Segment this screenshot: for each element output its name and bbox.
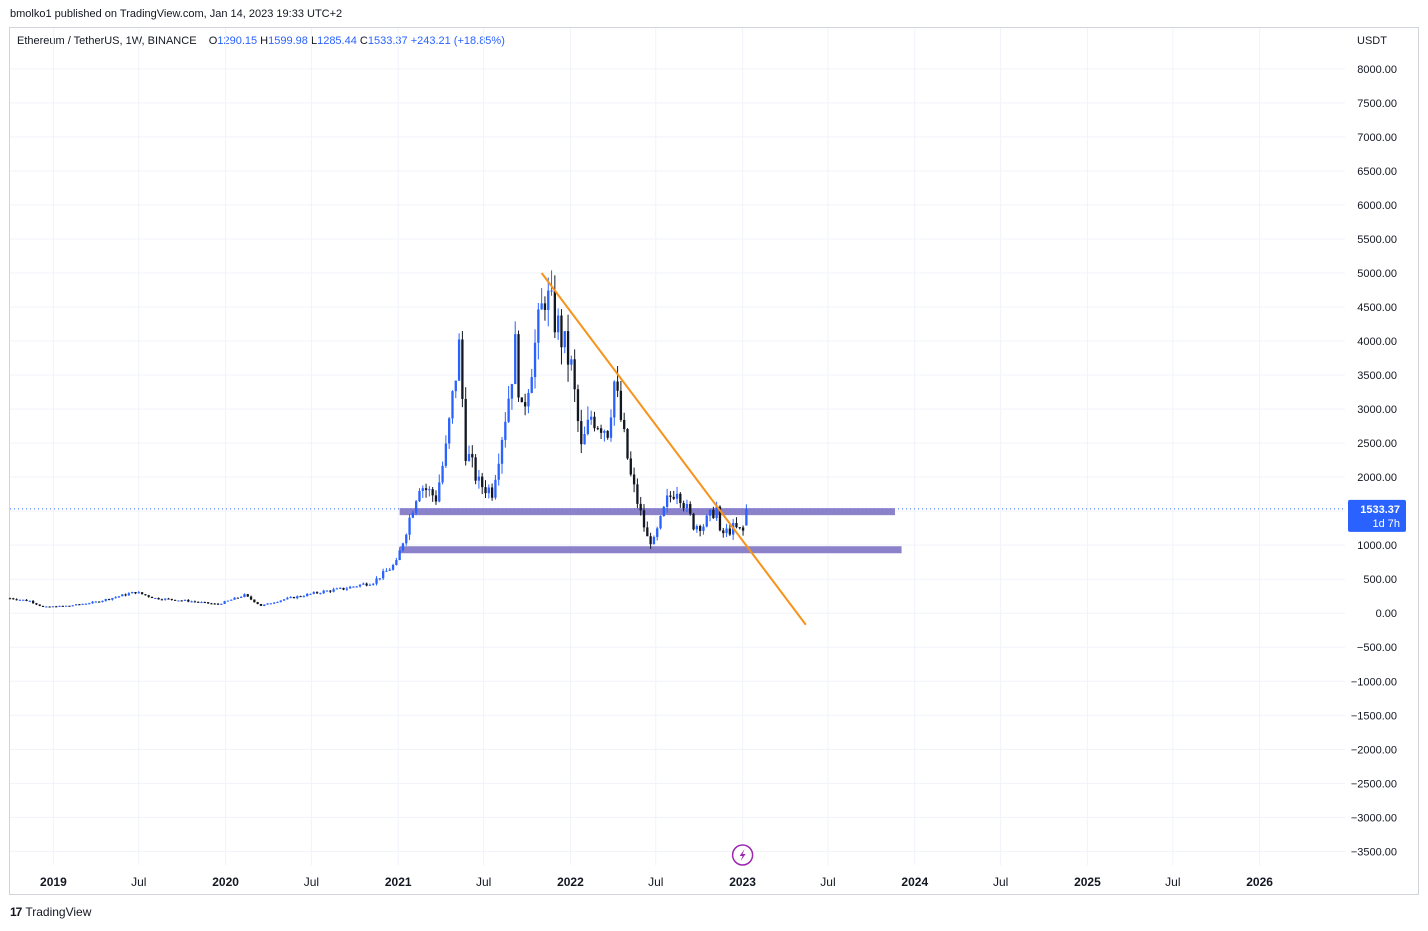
- symbol-legend: Ethereum / TetherUS, 1W, BINANCE O1290.1…: [17, 35, 505, 47]
- low-value: 1285.44: [317, 35, 357, 47]
- close-label: C: [359, 35, 368, 47]
- open-label: O: [208, 35, 218, 47]
- symbol-title[interactable]: Ethereum / TetherUS, 1W, BINANCE: [17, 35, 197, 47]
- high-label: H: [260, 35, 269, 47]
- change-value: +243.21 (+18.85%): [410, 35, 505, 47]
- footer-brand-name: TradingView: [25, 905, 92, 919]
- open-value: 1290.15: [217, 35, 258, 47]
- publisher-line: bmolko1 published on TradingView.com, Ja…: [10, 8, 343, 20]
- high-value: 1599.98: [268, 35, 308, 47]
- low-label: L: [310, 35, 318, 47]
- tradingview-logo-icon: 17: [10, 905, 22, 919]
- close-value: 1533.37: [367, 35, 408, 47]
- chart-frame: [9, 27, 1419, 895]
- footer-brand: 17 TradingView: [10, 905, 91, 919]
